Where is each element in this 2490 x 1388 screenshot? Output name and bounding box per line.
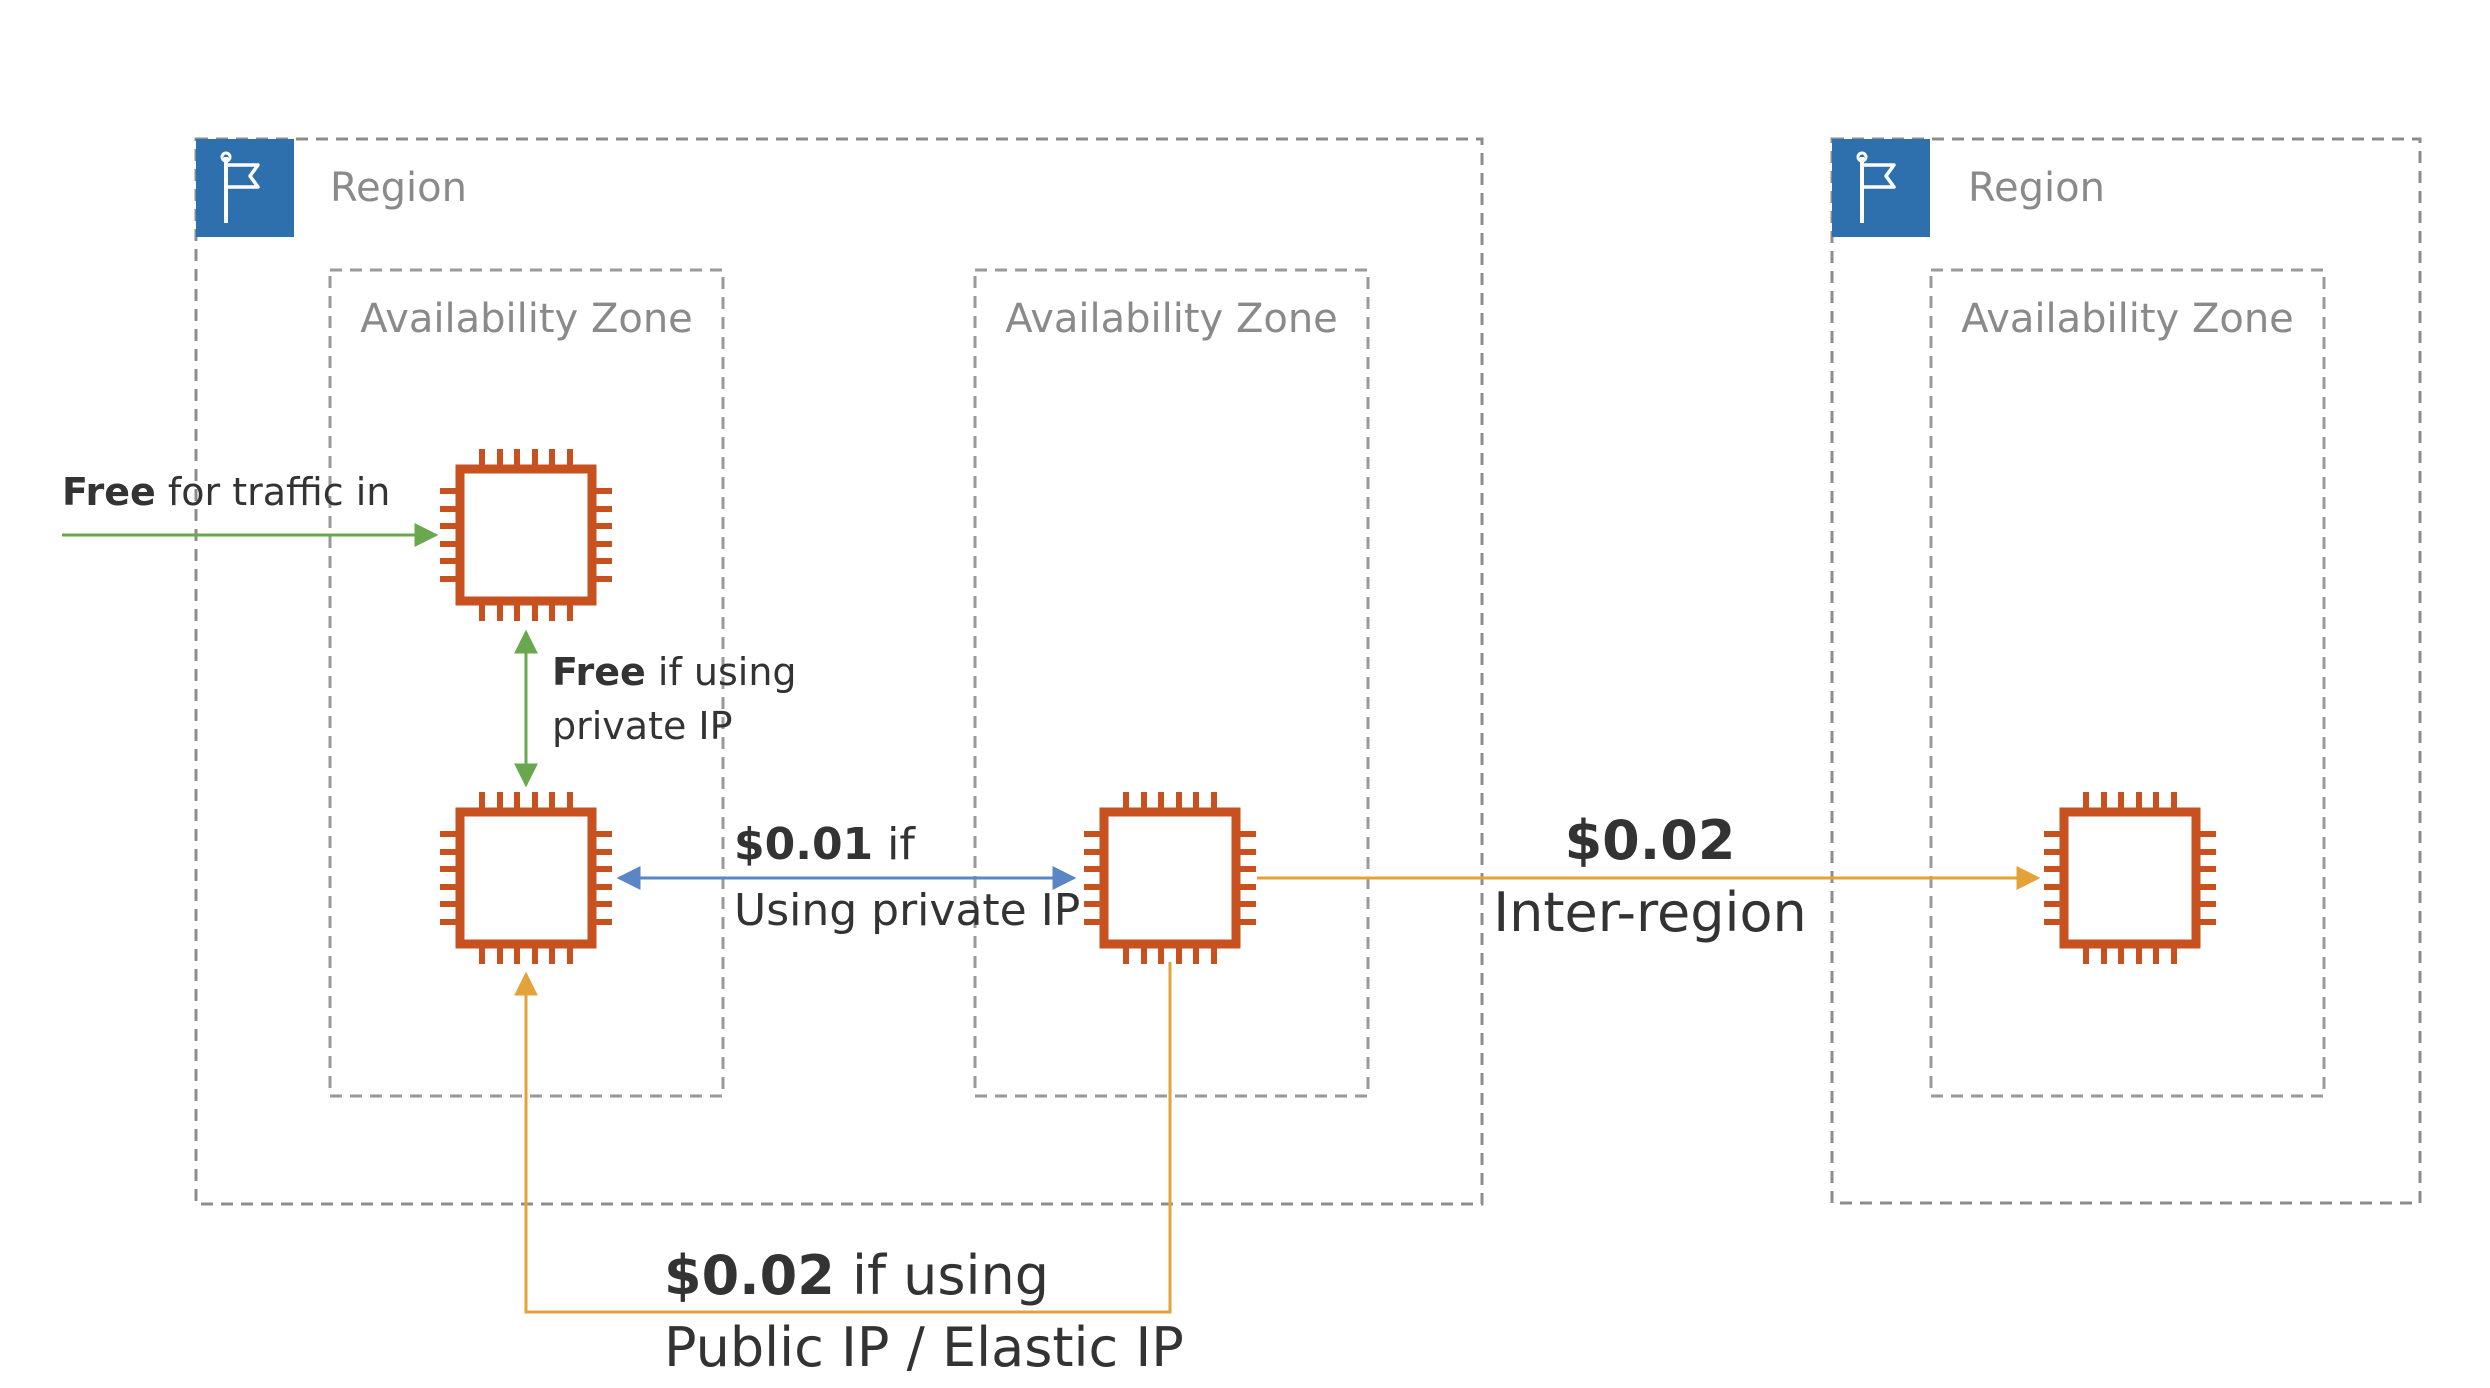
ec2-instance-chip-icon (1084, 792, 1256, 964)
traffic-in-label: Free for traffic in (62, 465, 390, 519)
flag-icon (194, 137, 296, 239)
same-az-label: Free if using private IP (552, 645, 797, 753)
inter-region-price: $0.02 (1564, 809, 1736, 872)
inter-region-text: Inter-region (1493, 881, 1807, 944)
az-label: Availability Zone (360, 296, 693, 342)
ec2-instance-chip-icon (440, 792, 612, 964)
public-ip-path (514, 962, 1172, 1314)
flag-icon (1830, 137, 1932, 239)
region-label: Region (330, 165, 467, 211)
same-az-text-line2: private IP (552, 704, 733, 748)
region-box-right (1830, 137, 2422, 1205)
public-ip-price: $0.02 (664, 1244, 835, 1307)
az-label: Availability Zone (1961, 296, 2294, 342)
region-box-left (194, 137, 1484, 1206)
public-ip-text: if using (834, 1244, 1050, 1307)
cross-az-text: if (873, 819, 915, 870)
region-label: Region (1968, 165, 2105, 211)
public-ip-label: $0.02 if using Public IP / Elastic IP (664, 1240, 1184, 1384)
ec2-instance-chip-icon (440, 449, 612, 621)
same-az-price: Free (552, 650, 646, 694)
az-box-1 (328, 268, 725, 1098)
traffic-in-text: for traffic in (155, 470, 391, 514)
public-ip-text-line2: Public IP / Elastic IP (664, 1316, 1184, 1379)
cross-az-label: $0.01 if Using private IP (734, 812, 1080, 944)
same-az-text: if using (645, 650, 797, 694)
inter-region-label: $0.02 Inter-region (1440, 805, 1860, 949)
cross-az-text-line2: Using private IP (734, 885, 1081, 936)
traffic-in-price: Free (62, 470, 156, 514)
az-label: Availability Zone (1005, 296, 1338, 342)
az-box-3 (1929, 268, 2326, 1098)
az-box-2 (973, 268, 1370, 1098)
cross-az-price: $0.01 (734, 819, 874, 870)
ec2-instance-chip-icon (2044, 792, 2216, 964)
